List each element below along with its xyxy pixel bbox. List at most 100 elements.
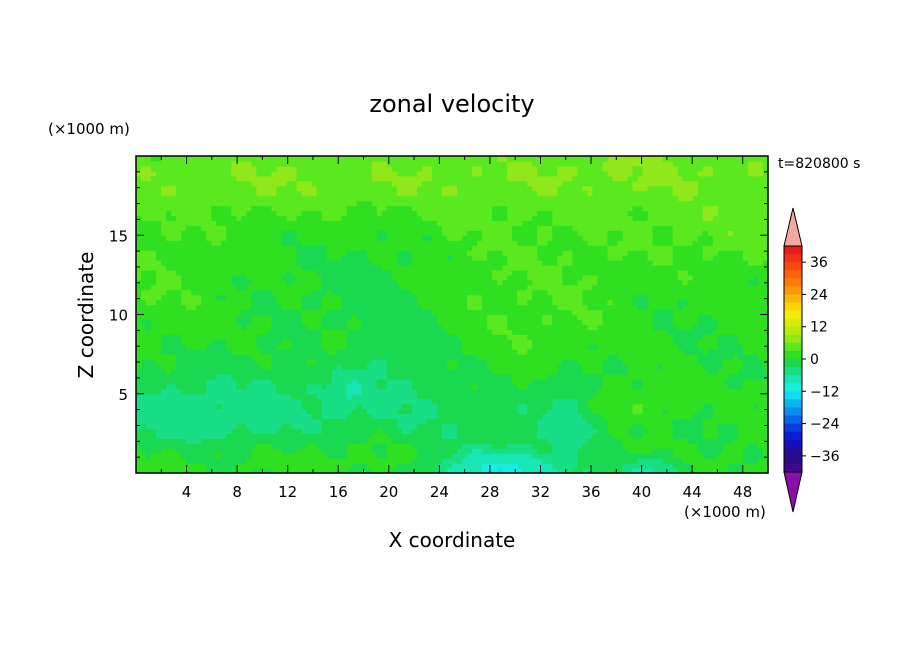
field-cell: [462, 210, 468, 217]
field-cell: [226, 398, 232, 405]
field-cell: [156, 443, 162, 449]
field-cell: [376, 354, 383, 360]
field-cell: [226, 245, 232, 251]
field-cell: [351, 378, 358, 385]
field-cell: [216, 383, 222, 390]
field-cell: [291, 428, 298, 434]
field-cell: [512, 383, 518, 390]
field-cell: [497, 448, 503, 454]
field-cell: [201, 240, 207, 246]
field-cell: [341, 240, 348, 246]
field-cell: [331, 359, 338, 365]
field-cell: [136, 349, 142, 355]
field-cell: [246, 408, 252, 415]
field-cell: [446, 165, 453, 172]
field-cell: [477, 354, 483, 360]
field-cell: [231, 458, 237, 464]
field-cell: [216, 180, 222, 187]
field-cell: [452, 215, 458, 221]
field-cell: [467, 458, 473, 464]
field-cell: [161, 195, 167, 202]
field-cell: [261, 458, 268, 464]
field-cell: [216, 443, 222, 449]
field-cell: [166, 264, 172, 271]
field-cell: [256, 279, 262, 286]
field-cell: [351, 408, 358, 415]
field-cell: [436, 269, 443, 276]
field-cell: [462, 329, 468, 335]
field-cell: [166, 215, 172, 221]
field-cell: [391, 468, 398, 474]
field-cell: [186, 349, 192, 355]
field-cell: [191, 373, 197, 380]
field-cell: [406, 274, 413, 281]
field-cell: [246, 190, 252, 197]
field-cell: [306, 344, 313, 350]
field-cell: [311, 294, 318, 301]
field-cell: [176, 279, 182, 286]
field-cell: [436, 349, 443, 355]
field-cell: [296, 170, 303, 177]
field-cell: [497, 165, 503, 172]
field-cell: [326, 438, 333, 444]
field-cell: [211, 294, 217, 301]
field-cell: [236, 354, 242, 360]
field-cell: [286, 423, 293, 430]
field-cell: [136, 294, 142, 301]
field-cell: [236, 230, 242, 236]
field-cell: [291, 225, 298, 231]
field-cell: [467, 230, 473, 236]
field-cell: [146, 448, 152, 454]
field-cell: [236, 225, 242, 231]
field-cell: [386, 180, 393, 187]
field-cell: [457, 458, 463, 464]
field-cell: [246, 225, 252, 231]
field-cell: [266, 324, 273, 330]
field-cell: [411, 359, 418, 365]
field-cell: [462, 448, 468, 454]
field-cell: [522, 255, 528, 261]
field-cell: [141, 309, 147, 316]
field-cell: [472, 156, 478, 162]
field-cell: [376, 368, 383, 375]
field-cell: [196, 339, 202, 345]
field-cell: [251, 423, 257, 430]
field-cell: [391, 423, 398, 430]
field-cell: [331, 334, 338, 340]
field-cell: [487, 190, 493, 197]
field-cell: [286, 170, 293, 177]
field-cell: [261, 418, 268, 425]
field-cell: [497, 200, 503, 207]
field-cell: [421, 220, 428, 226]
field-cell: [512, 304, 518, 311]
field-cell: [502, 170, 508, 177]
field-cell: [231, 373, 237, 380]
field-cell: [411, 195, 418, 202]
field-cell: [452, 403, 458, 410]
field-cell: [386, 190, 393, 197]
field-cell: [452, 269, 458, 276]
field-cell: [396, 294, 403, 301]
field-cell: [201, 393, 207, 400]
field-cell: [416, 463, 423, 469]
field-cell: [271, 433, 278, 439]
field-cell: [286, 324, 293, 330]
field-cell: [376, 210, 383, 217]
field-cell: [226, 220, 232, 226]
field-cell: [502, 190, 508, 197]
field-cell: [186, 225, 192, 231]
field-cell: [201, 383, 207, 390]
field-cell: [181, 433, 187, 439]
field-cell: [351, 240, 358, 246]
field-cell: [426, 368, 433, 375]
field-cell: [366, 398, 373, 405]
field-cell: [231, 250, 237, 256]
field-cell: [276, 235, 283, 241]
field-cell: [431, 448, 438, 454]
field-cell: [206, 428, 212, 434]
field-cell: [371, 269, 378, 276]
field-cell: [351, 344, 358, 350]
field-cell: [416, 255, 423, 261]
field-cell: [286, 289, 293, 296]
field-cell: [507, 230, 513, 236]
